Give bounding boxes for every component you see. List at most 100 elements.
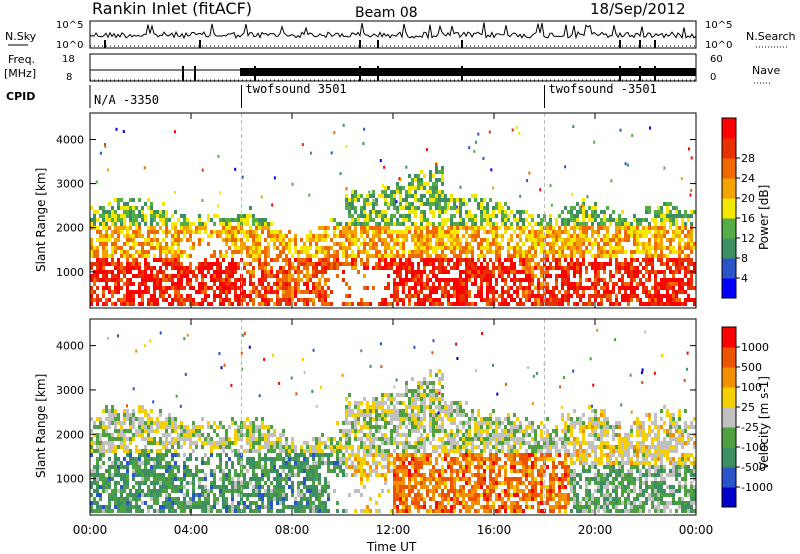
heatmap-cell (126, 266, 129, 270)
heatmap-cell (147, 505, 150, 509)
heatmap-cell (180, 429, 183, 433)
heatmap-cell (564, 298, 567, 302)
heatmap-cell (518, 131, 521, 135)
heatmap-cell (129, 302, 132, 306)
heatmap-cell (249, 290, 252, 294)
heatmap-cell (354, 429, 357, 433)
beam-title: Beam 08 (355, 5, 418, 21)
heatmap-cell (441, 230, 444, 234)
heatmap-cell (138, 274, 141, 278)
heatmap-cell (99, 453, 102, 457)
heatmap-cell (618, 230, 621, 234)
heatmap-cell (267, 509, 270, 513)
heatmap-cell (168, 469, 171, 473)
heatmap-cell (126, 429, 129, 433)
heatmap-cell (150, 222, 153, 226)
heatmap-cell (174, 489, 177, 493)
heatmap-cell (495, 214, 498, 218)
heatmap-cell (621, 278, 624, 282)
heatmap-cell (675, 302, 678, 306)
heatmap-cell (444, 210, 447, 214)
heatmap-cell (276, 258, 279, 262)
heatmap-cell (414, 278, 417, 282)
heatmap-cell (600, 238, 603, 242)
heatmap-cell (270, 481, 273, 485)
heatmap-cell (363, 433, 366, 437)
heatmap-cell (222, 437, 225, 441)
heatmap-cell (399, 222, 402, 226)
heatmap-cell (576, 218, 579, 222)
heatmap-cell (393, 262, 396, 266)
heatmap-cell (141, 469, 144, 473)
heatmap-cell (447, 202, 450, 206)
heatmap-cell (258, 258, 261, 262)
heatmap-cell (282, 505, 285, 509)
heatmap-cell (162, 294, 165, 298)
heatmap-cell (96, 485, 99, 489)
heatmap-cell (312, 505, 315, 509)
heatmap-cell (159, 254, 162, 258)
heatmap-cell (129, 425, 132, 429)
heatmap-cell (492, 290, 495, 294)
heatmap-cell (318, 246, 321, 250)
heatmap-cell (480, 278, 483, 282)
heatmap-cell (309, 258, 312, 262)
heatmap-cell (234, 226, 237, 230)
heatmap-cell (108, 278, 111, 282)
heatmap-cell (615, 302, 618, 306)
heatmap-cell (363, 286, 366, 290)
heatmap-cell (438, 202, 441, 206)
heatmap-cell (147, 437, 150, 441)
heatmap-cell (612, 218, 615, 222)
heatmap-cell (405, 206, 408, 210)
heatmap-cell (147, 449, 150, 453)
heatmap-cell (198, 425, 201, 429)
heatmap-cell (630, 270, 633, 274)
heatmap-cell (363, 230, 366, 234)
heatmap-cell (234, 481, 237, 485)
heatmap-cell (129, 222, 132, 226)
heatmap-cell (267, 429, 270, 433)
heatmap-cell (144, 501, 147, 505)
heatmap-cell (114, 457, 117, 461)
heatmap-cell (654, 214, 657, 218)
heatmap-cell (90, 501, 93, 505)
heatmap-cell (381, 184, 384, 187)
heatmap-cell (168, 493, 171, 497)
heatmap-cell (363, 441, 366, 445)
heatmap-cell (315, 242, 318, 246)
heatmap-cell (192, 298, 195, 302)
heatmap-cell (615, 262, 618, 266)
heatmap-cell (123, 509, 126, 513)
heatmap-cell (405, 194, 408, 198)
heatmap-cell (309, 238, 312, 242)
heatmap-cell (672, 274, 675, 278)
heatmap-cell (114, 473, 117, 477)
heatmap-cell (123, 206, 126, 210)
heatmap-cell (300, 258, 303, 262)
heatmap-cell (408, 290, 411, 294)
heatmap-cell (411, 262, 414, 266)
heatmap-cell (426, 274, 429, 278)
heatmap-cell (99, 278, 102, 282)
heatmap-cell (204, 477, 207, 481)
freq-label-line1: Freq. (8, 53, 35, 66)
heatmap-cell (372, 206, 375, 210)
heatmap-cell (357, 405, 360, 409)
heatmap-cell (645, 210, 648, 214)
heatmap-cell (186, 481, 189, 485)
heatmap-cell (129, 198, 132, 202)
heatmap-cell (273, 234, 276, 238)
heatmap-cell (210, 425, 213, 429)
heatmap-cell (189, 262, 192, 266)
heatmap-cell (561, 230, 564, 234)
heatmap-cell (351, 266, 354, 270)
heatmap-cell (633, 238, 636, 242)
heatmap-cell (354, 218, 357, 222)
heatmap-cell (126, 465, 129, 469)
heatmap-cell (246, 457, 249, 461)
heatmap-cell (588, 226, 591, 230)
heatmap-cell (126, 445, 129, 449)
heatmap-cell (252, 290, 255, 294)
heatmap-cell (390, 222, 393, 226)
